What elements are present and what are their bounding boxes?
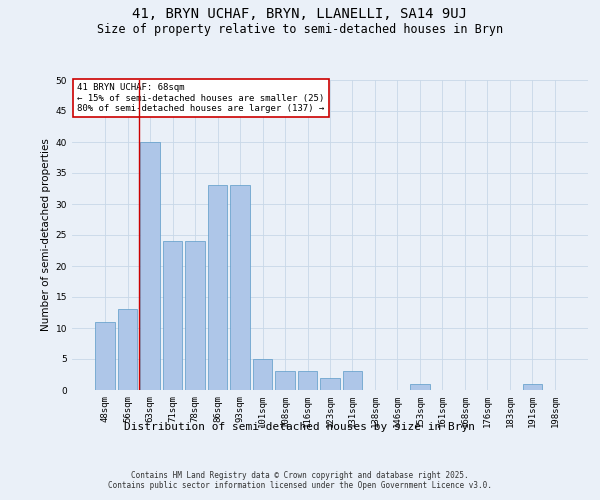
Text: Size of property relative to semi-detached houses in Bryn: Size of property relative to semi-detach…	[97, 22, 503, 36]
Bar	[208, 186, 227, 390]
Bar	[118, 310, 137, 390]
Bar	[298, 372, 317, 390]
Bar	[95, 322, 115, 390]
Bar	[523, 384, 542, 390]
Bar	[410, 384, 430, 390]
Text: Distribution of semi-detached houses by size in Bryn: Distribution of semi-detached houses by …	[125, 422, 476, 432]
Text: 41, BRYN UCHAF, BRYN, LLANELLI, SA14 9UJ: 41, BRYN UCHAF, BRYN, LLANELLI, SA14 9UJ	[133, 8, 467, 22]
Y-axis label: Number of semi-detached properties: Number of semi-detached properties	[41, 138, 52, 332]
Text: Contains HM Land Registry data © Crown copyright and database right 2025.
Contai: Contains HM Land Registry data © Crown c…	[108, 470, 492, 490]
Bar	[185, 241, 205, 390]
Bar	[275, 372, 295, 390]
Bar	[253, 359, 272, 390]
Bar	[163, 241, 182, 390]
Bar	[140, 142, 160, 390]
Bar	[343, 372, 362, 390]
Text: 41 BRYN UCHAF: 68sqm
← 15% of semi-detached houses are smaller (25)
80% of semi-: 41 BRYN UCHAF: 68sqm ← 15% of semi-detac…	[77, 83, 325, 113]
Bar	[320, 378, 340, 390]
Bar	[230, 186, 250, 390]
